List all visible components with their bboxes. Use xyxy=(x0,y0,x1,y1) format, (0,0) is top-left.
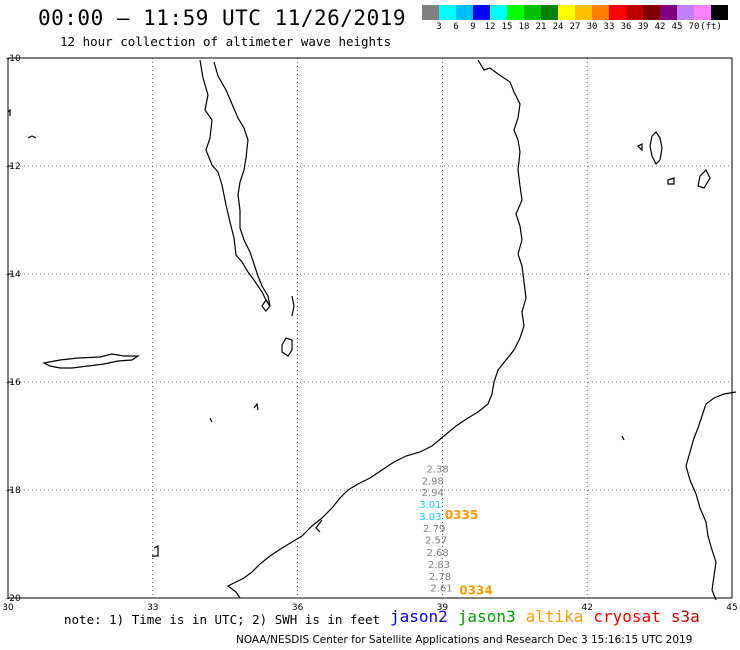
colorbar-swatch xyxy=(422,5,439,20)
legend-item-jason2: jason2 xyxy=(390,607,448,626)
colorbar-swatch xyxy=(677,5,694,20)
anjouan xyxy=(667,177,675,185)
swh-value: 2.38 xyxy=(426,464,448,475)
colorbar-swatch xyxy=(660,5,677,20)
zambezi-delta xyxy=(315,519,323,533)
small-lake-2 xyxy=(253,402,259,411)
colorbar-label: (ft) xyxy=(700,22,722,32)
colorbar-label: 18 xyxy=(518,22,530,32)
colorbar-label: 45 xyxy=(671,22,683,32)
swh-observations: 2.382.982.943.013.032.792.572.682.832.78… xyxy=(419,464,452,594)
swh-value: 2.78 xyxy=(429,572,451,583)
colorbar-swatch xyxy=(490,5,507,20)
swh-value: 2.68 xyxy=(426,548,448,559)
colorbar-label: 36 xyxy=(620,22,632,32)
pass-id-label: 0335 xyxy=(445,508,478,522)
colorbar-label: 30 xyxy=(586,22,598,32)
lat-tick-label: -20 xyxy=(6,594,21,604)
small-lake-1 xyxy=(7,108,11,116)
lat-tick-label: -16 xyxy=(6,378,21,388)
swh-value: 3.01 xyxy=(419,500,441,511)
swh-value: 2.61 xyxy=(430,584,452,595)
likoma-island xyxy=(261,298,271,312)
swh-value: 2.57 xyxy=(425,536,447,547)
moheli xyxy=(636,143,643,152)
pass-id-label: 0334 xyxy=(459,583,492,597)
map-frame xyxy=(7,57,733,599)
colorbar-swatch xyxy=(609,5,626,20)
colorbar-swatch xyxy=(626,5,643,20)
colorbar-label: 3 xyxy=(436,22,442,32)
lon-tick-label: 39 xyxy=(437,603,449,613)
colorbar-label: 70 xyxy=(688,22,700,32)
lake-kariba xyxy=(42,353,140,369)
colorbar-label: 12 xyxy=(484,22,496,32)
colorbar-label: 6 xyxy=(453,22,459,32)
colorbar-label: 15 xyxy=(501,22,513,32)
lon-tick-label: 33 xyxy=(147,603,158,613)
colorbar-swatch xyxy=(524,5,541,20)
credit-line: NOAA/NESDIS Center for Satellite Applica… xyxy=(236,634,693,646)
swh-value: 3.03 xyxy=(419,512,441,523)
colorbar-swatch xyxy=(439,5,456,20)
madagascar-coast xyxy=(685,391,737,601)
lat-tick-label: -10 xyxy=(6,54,21,64)
colorbar-swatch xyxy=(592,5,609,20)
wave-height-colorbar xyxy=(422,5,728,20)
colorbar-label: 27 xyxy=(569,22,581,32)
colorbar-swatch xyxy=(711,5,728,20)
lat-tick-label: -12 xyxy=(6,162,21,172)
small-lake-4 xyxy=(152,545,159,557)
coastlines xyxy=(7,59,737,601)
map-subtitle: 12 hour collection of altimeter wave hei… xyxy=(60,34,392,49)
colorbar-swatch xyxy=(541,5,558,20)
colorbar-swatch xyxy=(643,5,660,20)
pass-labels: 0335 0334 xyxy=(445,508,493,598)
colorbar-swatch xyxy=(558,5,575,20)
small-lake-3 xyxy=(209,417,213,423)
colorbar-swatch xyxy=(473,5,490,20)
colorbar-label: 9 xyxy=(470,22,476,32)
lat-tick-label: -18 xyxy=(6,486,21,496)
colorbar-label: 42 xyxy=(654,22,666,32)
lon-tick-label: 42 xyxy=(581,603,592,613)
legend-item-cryosat: cryosat xyxy=(593,607,661,626)
lon-tick-label: 30 xyxy=(2,603,14,613)
axis-ticks: 30 33 36 39 42 45 -10 -12 -14 -16 -18 -20 xyxy=(2,54,737,613)
map-title: 00:00 – 11:59 UTC 11/26/2019 xyxy=(38,6,407,30)
colorbar-label: 21 xyxy=(535,22,547,32)
colorbar-swatch xyxy=(694,5,711,20)
colorbar-swatch xyxy=(575,5,592,20)
lake-malawi-outline xyxy=(199,59,271,307)
small-lake-5 xyxy=(291,295,295,317)
lon-tick-label: 36 xyxy=(292,603,304,613)
mozambique-coast xyxy=(226,59,527,599)
small-lake-6 xyxy=(621,435,625,441)
legend-item-altika: altika xyxy=(525,607,584,626)
colorbar-swatch xyxy=(507,5,524,20)
grande-comore xyxy=(649,131,663,166)
colorbar-label: 39 xyxy=(637,22,649,32)
swh-value: 2.94 xyxy=(422,488,444,499)
swh-value: 2.83 xyxy=(428,560,450,571)
lat-tick-label: -14 xyxy=(6,270,21,280)
swh-value: 2.79 xyxy=(423,524,445,535)
lake-bangweulu xyxy=(27,135,37,139)
lon-tick-label: 45 xyxy=(726,603,737,613)
lake-chilwa xyxy=(281,337,293,357)
colorbar-swatch xyxy=(456,5,473,20)
satellite-legend: jason2 jason3 altika cryosat s3a xyxy=(390,607,710,626)
colorbar-labels: 3 6 9 12 15 18 21 24 27 30 33 36 39 42 45 70 (ft) xyxy=(422,0,732,40)
swh-value: 2.98 xyxy=(422,476,444,487)
legend-item-jason3: jason3 xyxy=(457,607,516,626)
lat-lon-grid xyxy=(7,57,733,599)
colorbar-label: 33 xyxy=(603,22,615,32)
units-note: note: 1) Time is in UTC; 2) SWH is in fe… xyxy=(64,612,381,627)
colorbar-label: 24 xyxy=(552,22,564,32)
mayotte xyxy=(697,168,711,189)
legend-item-s3a: s3a xyxy=(670,607,700,626)
